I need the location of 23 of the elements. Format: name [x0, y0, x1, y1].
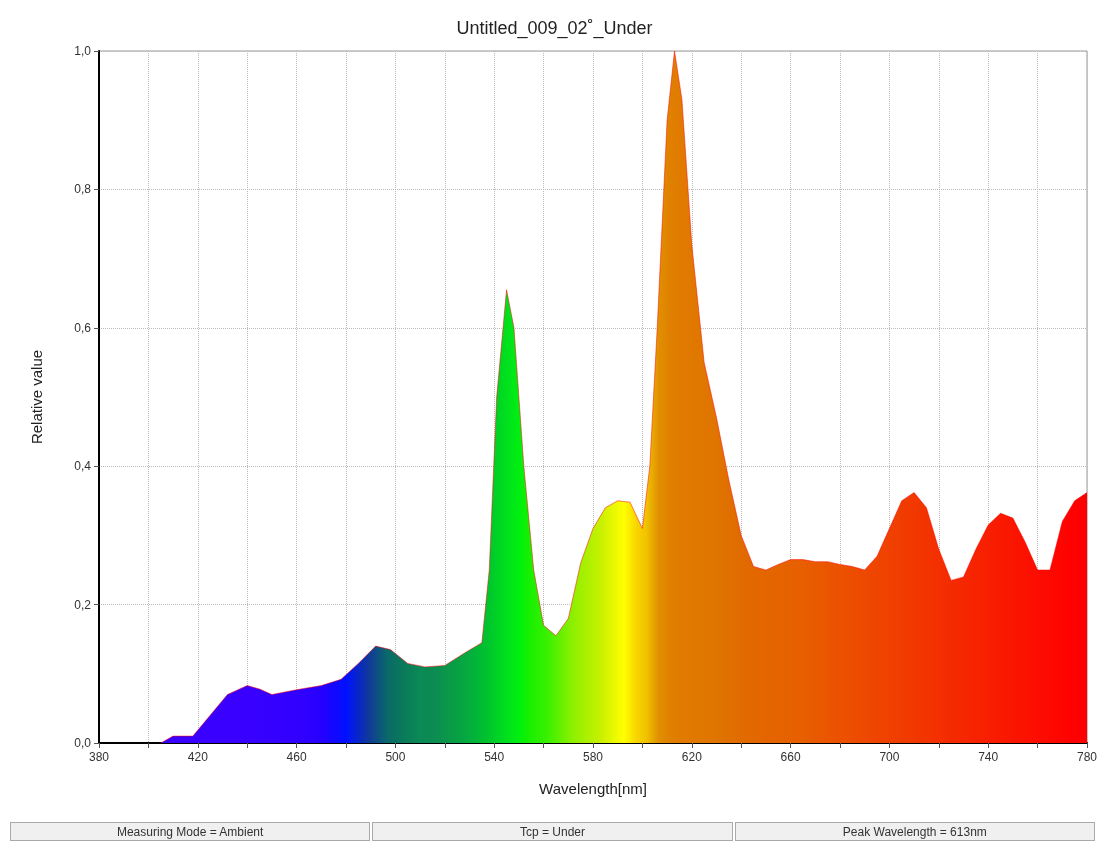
chart-title: Untitled_009_02˚_Under [456, 18, 653, 39]
y-tick-label: 0,2 [74, 597, 92, 612]
y-tick-label: 1,0 [74, 44, 92, 58]
x-tick-label: 500 [385, 750, 406, 764]
x-tick-label: 740 [978, 750, 999, 764]
text: Tcp = Under [372, 822, 733, 841]
x-tick-label: 460 [286, 750, 307, 764]
text: Measuring Mode = Ambient [10, 822, 371, 841]
x-tick-label: 540 [484, 750, 505, 764]
y-tick-label: 0,4 [74, 459, 92, 474]
y-tick-label: 0,0 [74, 736, 92, 750]
x-tick-label: 660 [780, 750, 801, 764]
x-tick-label: 420 [187, 750, 209, 764]
text: Peak Wavelength = 613nm [734, 822, 1095, 841]
y-tick-label: 0,8 [74, 182, 92, 197]
x-tick-label: 780 [1076, 750, 1098, 764]
y-axis-title: Relative value [28, 349, 45, 445]
x-tick-label: 620 [681, 750, 703, 764]
x-tick-label: 380 [88, 750, 110, 764]
x-tick-label: 580 [582, 750, 604, 764]
x-tick-label: 700 [879, 750, 900, 764]
y-tick-label: 0,6 [74, 320, 92, 335]
x-axis-title: Wavelength[nm] [539, 780, 647, 797]
